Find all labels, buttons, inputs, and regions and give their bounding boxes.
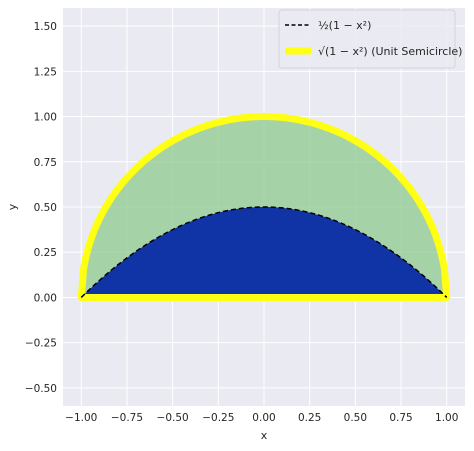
x-tick-label: −0.50	[157, 412, 189, 424]
y-tick-label: 0.75	[34, 157, 57, 169]
legend-box	[278, 9, 456, 69]
x-tick-label: −1.00	[65, 412, 97, 424]
y-tick-label: 0.00	[34, 292, 57, 304]
y-tick-label: 1.00	[34, 112, 57, 124]
legend-parabola-label: ½(1 − x²)	[318, 19, 371, 32]
x-tick-label: 0.25	[298, 412, 321, 424]
x-tick-label: 0.00	[252, 412, 275, 424]
semicircle-series-line	[77, 113, 451, 301]
legend: ½(1 − x²) √(1 − x²) (Unit Semicircle)	[278, 9, 462, 69]
x-tick-label: −0.25	[202, 412, 234, 424]
x-tick-label: 1.00	[435, 412, 458, 424]
y-tick-label: 1.50	[34, 21, 57, 33]
x-tick-label: 0.75	[389, 412, 412, 424]
y-tick-label: 1.25	[34, 66, 57, 78]
y-tick-label: 0.25	[34, 247, 57, 259]
y-tick-labels: −0.50 −0.25 0.00 0.25 0.50 0.75 1.00 1.25 1.50	[25, 21, 57, 395]
x-axis-label: x	[261, 429, 268, 442]
x-tick-label: 0.50	[344, 412, 367, 424]
legend-semicircle-label: √(1 − x²) (Unit Semicircle)	[318, 45, 462, 58]
parabola-series-line	[80, 206, 448, 298]
x-tick-label: −0.75	[111, 412, 143, 424]
y-axis-label: y	[6, 203, 19, 210]
x-tick-labels: −1.00 −0.75 −0.50 −0.25 0.00 0.25 0.50 0.75 1.00	[65, 412, 458, 424]
y-tick-label: 0.50	[34, 202, 57, 214]
y-tick-label: −0.25	[25, 338, 57, 350]
y-tick-label: −0.50	[25, 383, 57, 395]
